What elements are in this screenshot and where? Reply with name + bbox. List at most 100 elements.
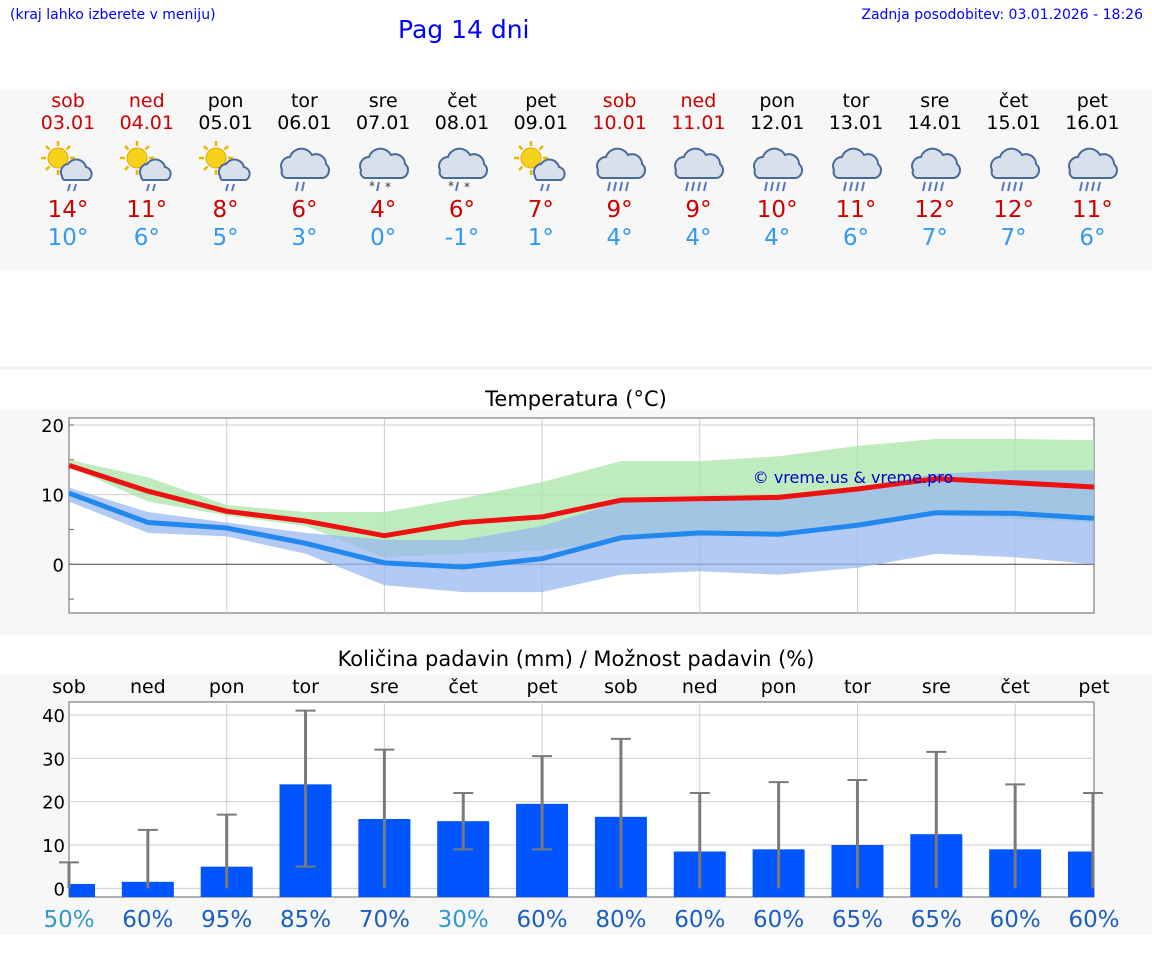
day-date: 09.01 bbox=[513, 112, 568, 134]
spacer bbox=[0, 272, 1152, 366]
day-label: pon bbox=[761, 676, 797, 698]
day-label: ned bbox=[682, 676, 718, 698]
day-date: 06.01 bbox=[277, 112, 332, 134]
day-name: čet bbox=[447, 90, 477, 112]
precip-chance-label: 60% bbox=[122, 907, 173, 933]
temp-max: 8° bbox=[212, 197, 239, 223]
day-name: pon bbox=[759, 90, 796, 112]
precip-chance-label: 85% bbox=[280, 907, 331, 933]
precip-chance-label: 60% bbox=[753, 907, 804, 933]
temp-min: 6° bbox=[1079, 225, 1106, 251]
day-column: sob 03.01 14° 10° bbox=[28, 90, 108, 252]
temp-min: 6° bbox=[133, 225, 160, 251]
precip-chance-label: 60% bbox=[990, 907, 1041, 933]
precip-chart-title: Količina padavin (mm) / Možnost padavin … bbox=[337, 647, 815, 671]
day-column: pon 05.01 8° 5° bbox=[186, 90, 266, 252]
temp-min: 7° bbox=[921, 225, 948, 251]
day-label: sob bbox=[52, 676, 86, 698]
day-name: čet bbox=[998, 90, 1029, 112]
y-tick-label: 10 bbox=[42, 836, 65, 857]
day-name: tor bbox=[290, 90, 318, 112]
precip-bar bbox=[1068, 851, 1094, 897]
day-name: sre bbox=[920, 90, 950, 112]
precip-chance-label: 65% bbox=[832, 907, 883, 933]
day-column: ned 04.01 11° 6° bbox=[107, 90, 187, 252]
day-column: čet 15.01 12° 7° bbox=[974, 90, 1054, 252]
y-tick-label: 0 bbox=[54, 879, 65, 900]
watermark: © vreme.us & vreme.pro bbox=[753, 468, 954, 487]
day-date: 05.01 bbox=[198, 112, 253, 134]
day-label: pet bbox=[526, 676, 557, 698]
svg-text:*: * bbox=[369, 179, 375, 193]
day-date: 16.01 bbox=[1065, 112, 1120, 134]
day-name: sob bbox=[602, 90, 637, 112]
temp-max: 7° bbox=[527, 197, 554, 223]
precip-chance-label: 70% bbox=[359, 907, 410, 933]
precip-chance-label: 65% bbox=[911, 907, 962, 933]
day-label: čet bbox=[448, 676, 478, 698]
location-hint: (kraj lahko izberete v meniju) bbox=[10, 7, 216, 23]
temp-max: 11° bbox=[126, 197, 168, 223]
cloud-heavy-rain-icon bbox=[989, 147, 1040, 192]
temp-max: 4° bbox=[370, 197, 397, 223]
precip-bar bbox=[121, 881, 174, 897]
day-label: tor bbox=[292, 676, 319, 698]
tmin-line bbox=[68, 490, 1095, 570]
y-tick-label: 40 bbox=[42, 706, 65, 727]
day-date: 12.01 bbox=[749, 112, 805, 134]
temp-max: 9° bbox=[606, 197, 633, 223]
day-name: sre bbox=[368, 90, 398, 112]
temp-max: 12° bbox=[993, 197, 1034, 223]
day-column: čet 08.01 * * 6° -1° bbox=[422, 90, 502, 252]
cloud-heavy-rain-icon bbox=[1068, 147, 1119, 192]
precipitation-chart: sob ned pon tor sre čet pet sob ned pon tor sre čet p… bbox=[0, 675, 1152, 935]
tmin-range-band bbox=[69, 470, 1094, 593]
precip-bar bbox=[69, 884, 95, 897]
day-column: pet 09.01 7° 1° bbox=[501, 90, 581, 252]
svg-text:*: * bbox=[385, 180, 391, 194]
temp-max: 9° bbox=[685, 197, 712, 223]
day-column: sre 14.01 12° 7° bbox=[895, 90, 975, 252]
day-label: pet bbox=[1078, 676, 1109, 698]
day-column: pon 12.01 10° 4° bbox=[737, 90, 817, 252]
temp-max: 11° bbox=[1072, 197, 1113, 223]
precip-chance-label: 95% bbox=[201, 907, 252, 933]
divider bbox=[0, 366, 1152, 370]
temp-min: -1° bbox=[444, 225, 480, 251]
page-title: Pag 14 dni bbox=[398, 15, 530, 44]
precip-chance-label: 60% bbox=[1068, 907, 1119, 933]
cloud-sleet-icon: * * bbox=[438, 147, 488, 194]
temp-min: 4° bbox=[764, 225, 791, 251]
precip-chance-label: 60% bbox=[674, 907, 725, 933]
day-name: pet bbox=[1076, 90, 1108, 112]
cloud-heavy-rain-icon bbox=[674, 147, 725, 192]
day-label: sre bbox=[370, 676, 399, 698]
sun-cloud-rain-icon bbox=[513, 141, 566, 192]
temp-max: 10° bbox=[756, 197, 798, 223]
temp-min: 4° bbox=[606, 225, 633, 251]
sun-cloud-rain-icon bbox=[198, 141, 251, 192]
day-name: ned bbox=[680, 90, 717, 112]
day-column: tor 06.01 6° 3° bbox=[264, 90, 344, 252]
precip-chance-label: 50% bbox=[43, 907, 94, 933]
day-date: 10.01 bbox=[592, 112, 647, 134]
day-date: 14.01 bbox=[907, 112, 962, 134]
temp-max: 6° bbox=[291, 197, 318, 223]
day-column: sre 07.01 * * 4° 0° bbox=[343, 90, 423, 252]
day-name: pet bbox=[525, 90, 557, 112]
temp-max: 14° bbox=[47, 197, 89, 223]
temp-max: 12° bbox=[914, 197, 956, 223]
y-tick-label: 30 bbox=[42, 749, 65, 770]
y-tick-label: 10 bbox=[41, 486, 64, 507]
cloud-heavy-rain-icon bbox=[832, 147, 882, 192]
sun-cloud-rain-icon bbox=[119, 141, 172, 192]
day-date: 04.01 bbox=[119, 112, 174, 134]
day-date: 13.01 bbox=[828, 112, 884, 134]
cloud-rain-icon bbox=[280, 147, 331, 192]
day-date: 03.01 bbox=[40, 112, 96, 134]
day-label: ned bbox=[130, 676, 166, 698]
cloud-heavy-rain-icon bbox=[753, 147, 804, 192]
temp-min: 3° bbox=[291, 225, 318, 251]
temperature-chart-title: Temperatura (°C) bbox=[485, 387, 667, 411]
sun-cloud-rain-icon bbox=[41, 141, 93, 192]
